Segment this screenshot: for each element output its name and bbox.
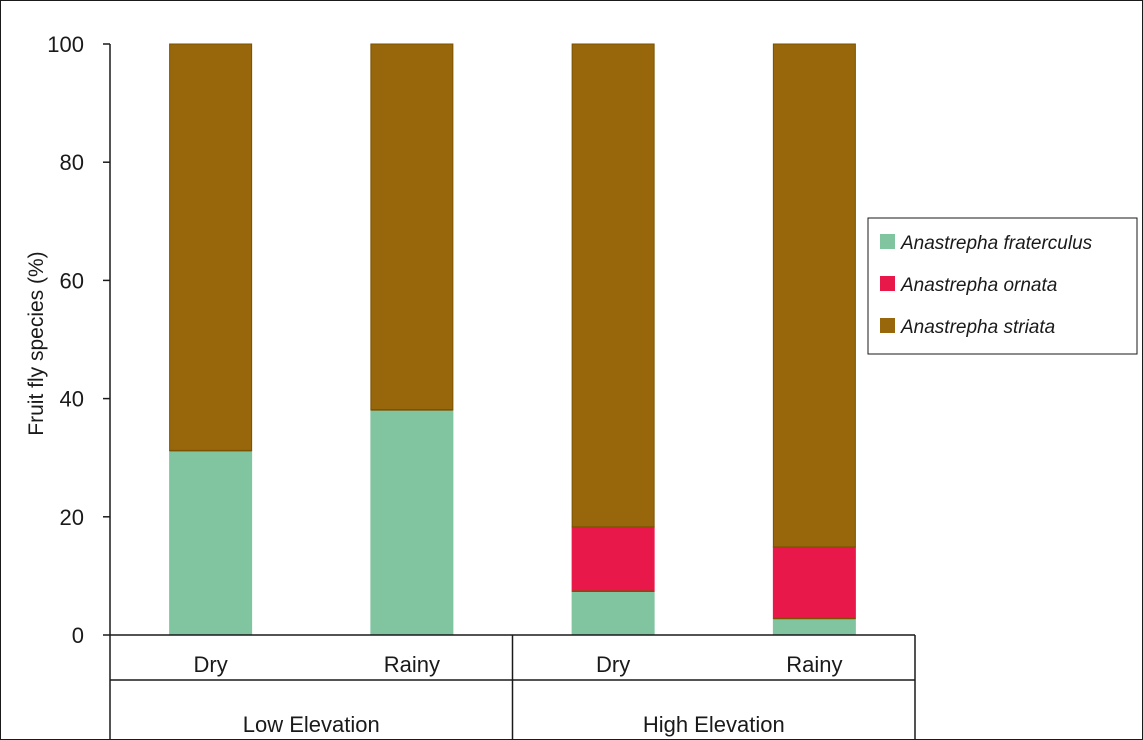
bar-segment-anastrepha-ornata-3: [772, 546, 856, 619]
bar-segment-anastrepha-striata-2: [571, 43, 655, 528]
legend-swatch: [880, 234, 895, 249]
bar-segment-anastrepha-striata-3: [772, 43, 856, 548]
bar-segment-anastrepha-fraterculus-0: [169, 450, 253, 636]
y-tick-label: 60: [60, 268, 84, 293]
legend-box: [867, 217, 1138, 355]
x-category-label: Dry: [194, 652, 228, 677]
x-category-label: Rainy: [786, 652, 842, 677]
legend-label: Anastrepha ornata: [900, 275, 1057, 296]
legend-label: Anastrepha striata: [900, 317, 1055, 338]
x-category-label: Dry: [596, 652, 630, 677]
bar-segment-anastrepha-fraterculus-2: [571, 590, 655, 636]
y-tick-label: 100: [47, 32, 84, 57]
bar-segment-anastrepha-striata-0: [169, 43, 253, 452]
y-axis-label: Fruit fly species (%): [25, 251, 48, 435]
legend-label: Anastrepha fraterculus: [900, 233, 1093, 254]
bar-segment-anastrepha-fraterculus-1: [370, 409, 454, 636]
bars-layer: [169, 43, 856, 636]
bar-segment-anastrepha-striata-1: [370, 43, 454, 411]
group-label: Low Elevation: [243, 712, 380, 737]
bar-segment-anastrepha-fraterculus-3: [772, 617, 856, 636]
legend-swatch: [880, 318, 895, 333]
legend-swatch: [880, 276, 895, 291]
y-tick-label: 40: [60, 387, 84, 412]
y-tick-label: 20: [60, 505, 84, 530]
x-category-label: Rainy: [384, 652, 440, 677]
y-tick-label: 0: [72, 623, 84, 648]
axes-layer: 0 20 40 60 80 100 Low Elevation High Elevation D…: [47, 32, 916, 740]
y-tick-label: 80: [60, 150, 84, 175]
legend: Anastrepha fraterculus Anastrepha ornata A…: [867, 217, 1138, 355]
bar-segment-anastrepha-ornata-2: [571, 526, 655, 592]
group-label: High Elevation: [643, 712, 785, 737]
